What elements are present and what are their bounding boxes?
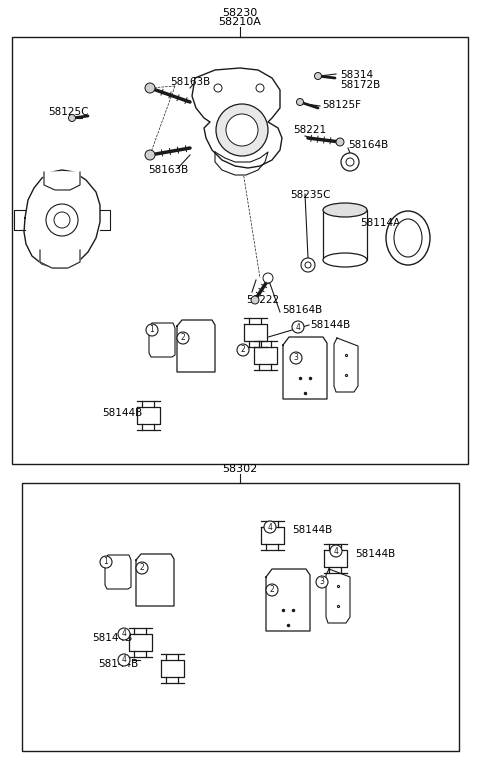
Polygon shape	[105, 555, 131, 589]
Text: 58144B: 58144B	[355, 549, 395, 559]
Polygon shape	[283, 337, 327, 399]
Text: 4: 4	[267, 522, 273, 532]
Text: 4: 4	[334, 546, 338, 555]
Circle shape	[226, 114, 258, 146]
Circle shape	[251, 296, 259, 304]
Polygon shape	[177, 320, 215, 372]
Circle shape	[264, 521, 276, 533]
Text: 58125F: 58125F	[322, 100, 361, 110]
Circle shape	[290, 352, 302, 364]
Text: 58230: 58230	[222, 8, 258, 18]
Polygon shape	[326, 569, 350, 623]
Text: 2: 2	[180, 333, 185, 342]
Circle shape	[118, 654, 130, 666]
Polygon shape	[266, 569, 310, 631]
Text: 1: 1	[150, 326, 155, 335]
Bar	[12, 37, 468, 464]
Bar	[22, 483, 459, 751]
Text: 1: 1	[104, 558, 108, 567]
Polygon shape	[136, 554, 174, 606]
Circle shape	[263, 273, 273, 283]
Circle shape	[301, 258, 315, 272]
Circle shape	[305, 262, 311, 268]
Circle shape	[100, 556, 112, 568]
Circle shape	[136, 562, 148, 574]
Circle shape	[177, 332, 189, 344]
Polygon shape	[40, 250, 80, 268]
Text: 58164B: 58164B	[282, 305, 322, 315]
Text: 58144B: 58144B	[310, 320, 350, 330]
Text: 2: 2	[140, 564, 144, 572]
Polygon shape	[136, 407, 159, 424]
Text: 58302: 58302	[222, 464, 258, 474]
Text: 58172B: 58172B	[340, 80, 380, 90]
Polygon shape	[243, 323, 266, 341]
Circle shape	[46, 204, 78, 236]
Bar	[323, 210, 367, 260]
Text: 2: 2	[270, 585, 275, 594]
Circle shape	[69, 114, 75, 122]
Circle shape	[118, 628, 130, 640]
Polygon shape	[334, 338, 358, 392]
Text: 58235C: 58235C	[290, 190, 331, 200]
Text: 58221: 58221	[293, 125, 326, 135]
Text: 3: 3	[294, 353, 299, 362]
Text: 58113: 58113	[330, 205, 363, 215]
Text: 58210A: 58210A	[218, 17, 262, 27]
Text: 3: 3	[320, 578, 324, 587]
Circle shape	[145, 83, 155, 93]
Circle shape	[256, 84, 264, 92]
Text: 58144B: 58144B	[102, 408, 142, 418]
Text: 2: 2	[240, 345, 245, 355]
Circle shape	[292, 321, 304, 333]
Ellipse shape	[323, 253, 367, 267]
Circle shape	[266, 584, 278, 596]
Text: 58114A: 58114A	[360, 218, 400, 228]
Text: 58144B: 58144B	[98, 659, 138, 669]
Circle shape	[214, 84, 222, 92]
Text: 58164B: 58164B	[348, 140, 388, 150]
Polygon shape	[324, 549, 347, 567]
Text: 58314: 58314	[340, 70, 373, 80]
Ellipse shape	[394, 219, 422, 257]
Circle shape	[316, 576, 328, 588]
Circle shape	[346, 158, 354, 166]
Circle shape	[314, 73, 322, 80]
Circle shape	[330, 545, 342, 557]
Polygon shape	[44, 172, 80, 190]
Polygon shape	[160, 660, 183, 676]
Text: 4: 4	[296, 322, 300, 332]
Text: 4: 4	[121, 656, 126, 664]
Circle shape	[145, 150, 155, 160]
Ellipse shape	[323, 203, 367, 217]
Polygon shape	[261, 526, 284, 544]
Circle shape	[216, 104, 268, 156]
Text: 58144B: 58144B	[292, 525, 332, 535]
Text: 58163B: 58163B	[170, 77, 210, 87]
Circle shape	[237, 344, 249, 356]
Polygon shape	[24, 170, 100, 268]
Text: 4: 4	[121, 630, 126, 639]
Circle shape	[341, 153, 359, 171]
Circle shape	[54, 212, 70, 228]
Circle shape	[146, 324, 158, 336]
Text: 58125C: 58125C	[48, 107, 88, 117]
Text: 58163B: 58163B	[148, 165, 188, 175]
Text: 58222: 58222	[246, 295, 279, 305]
Circle shape	[297, 99, 303, 106]
Polygon shape	[149, 323, 175, 357]
Text: 58144B: 58144B	[92, 633, 132, 643]
Polygon shape	[129, 633, 152, 650]
Ellipse shape	[386, 211, 430, 265]
Polygon shape	[253, 346, 276, 364]
Circle shape	[336, 138, 344, 146]
Polygon shape	[192, 68, 282, 168]
Polygon shape	[215, 152, 268, 175]
